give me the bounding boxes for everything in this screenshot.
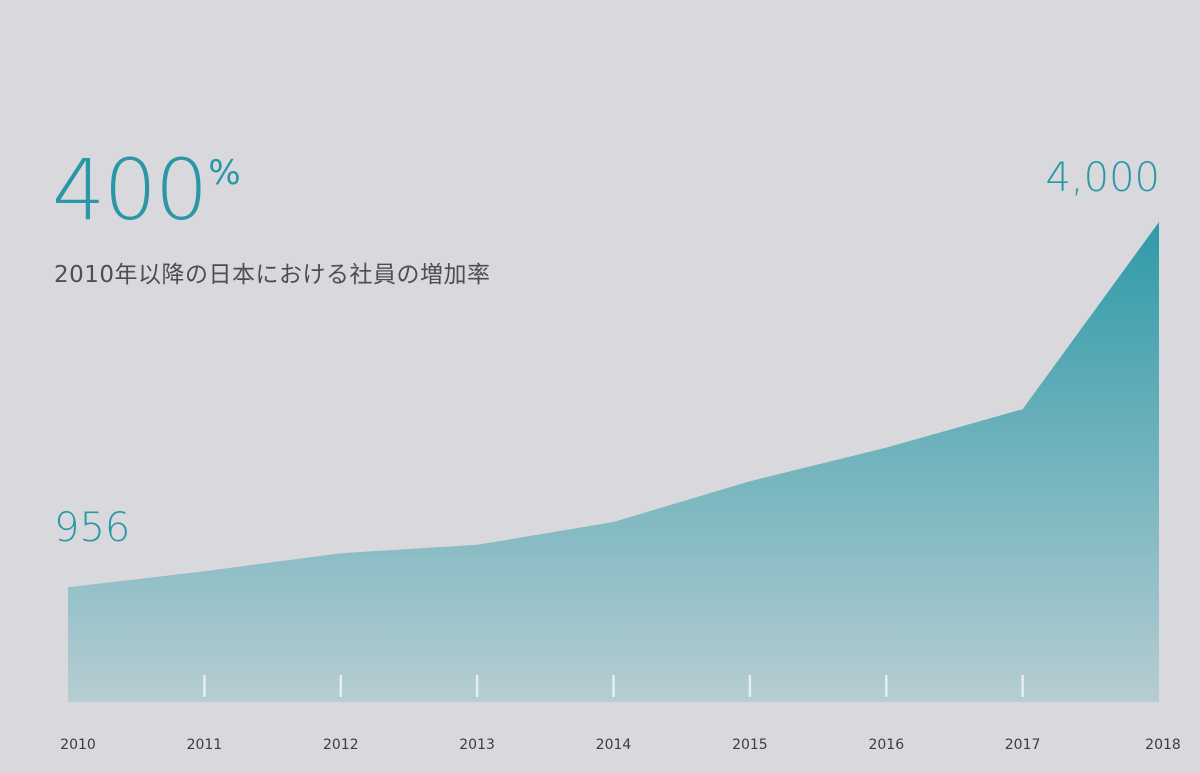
start-value-label: 956 [54, 505, 131, 551]
headline-unit: % [208, 153, 241, 193]
end-value-label: 4,000 [1045, 155, 1160, 201]
x-tick-label-2014: 2014 [596, 737, 632, 753]
x-tick-label-2015: 2015 [732, 737, 768, 753]
chart-subtitle: 2010年以降の日本における社員の増加率 [54, 262, 491, 288]
x-tick-label-2011: 2011 [187, 737, 223, 753]
x-tick-mark-layer [203, 674, 1024, 698]
x-tick-label-2010: 2010 [60, 737, 96, 753]
x-tick-label-2013: 2013 [459, 737, 495, 753]
x-tick-label-2018: 2018 [1145, 737, 1181, 753]
x-tick-label-layer: 2010 2011 2012 2013 2014 2015 2016 2017 2018 [60, 737, 1181, 753]
headline-value: 400 [52, 141, 208, 239]
x-tick-label-2012: 2012 [323, 737, 359, 753]
headline-percentage: 400% [52, 148, 241, 232]
area-series [68, 222, 1159, 702]
x-tick-label-2016: 2016 [868, 737, 904, 753]
x-tick-label-2017: 2017 [1005, 737, 1041, 753]
area-series-layer [68, 222, 1159, 702]
